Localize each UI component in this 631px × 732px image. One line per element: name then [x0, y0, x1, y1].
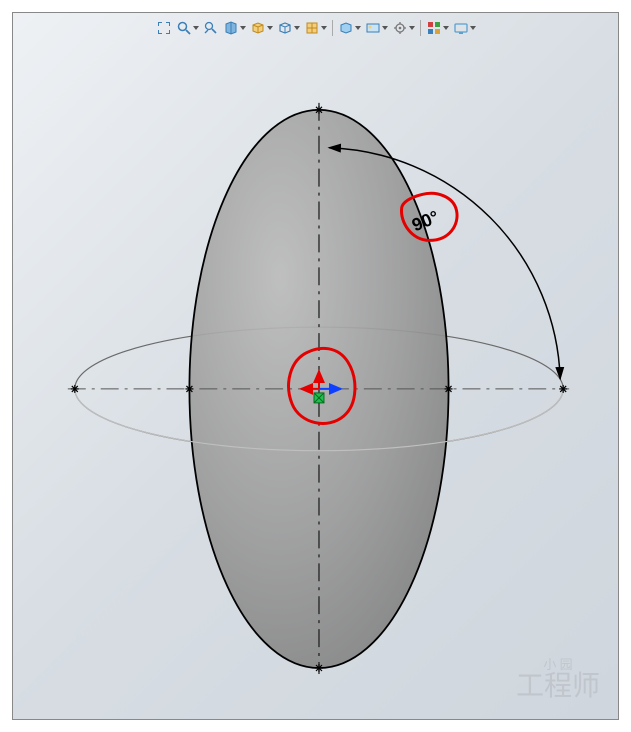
dropdown-arrow-icon[interactable]	[409, 19, 416, 37]
dropdown-arrow-icon[interactable]	[470, 19, 477, 37]
toolbar-separator	[420, 20, 421, 36]
dropdown-arrow-icon[interactable]	[382, 19, 389, 37]
screen-capture-icon[interactable]	[452, 19, 470, 37]
dropdown-arrow-icon[interactable]	[355, 19, 362, 37]
view-settings-icon[interactable]	[391, 19, 409, 37]
dropdown-arrow-icon[interactable]	[267, 19, 274, 37]
view-toolbar	[155, 17, 477, 39]
apply-scene-icon[interactable]	[364, 19, 382, 37]
edit-appearance-icon[interactable]	[337, 19, 355, 37]
model-canvas[interactable]: 90°	[13, 13, 618, 719]
dropdown-arrow-icon[interactable]	[443, 19, 450, 37]
view-orientation-icon[interactable]	[249, 19, 267, 37]
dropdown-arrow-icon[interactable]	[240, 19, 247, 37]
render-tools-icon[interactable]	[425, 19, 443, 37]
display-style-icon[interactable]	[276, 19, 294, 37]
dropdown-arrow-icon[interactable]	[321, 19, 328, 37]
section-view-icon[interactable]	[222, 19, 240, 37]
zoom-to-fit-icon[interactable]	[155, 19, 173, 37]
dropdown-arrow-icon[interactable]	[193, 19, 200, 37]
toolbar-separator	[332, 20, 333, 36]
hide-show-items-icon[interactable]	[303, 19, 321, 37]
zoom-area-icon[interactable]	[175, 19, 193, 37]
dropdown-arrow-icon[interactable]	[294, 19, 301, 37]
app-frame: 90° 小 园 工程师	[0, 0, 631, 732]
viewport[interactable]: 90° 小 园 工程师	[12, 12, 619, 720]
previous-view-icon[interactable]	[202, 19, 220, 37]
